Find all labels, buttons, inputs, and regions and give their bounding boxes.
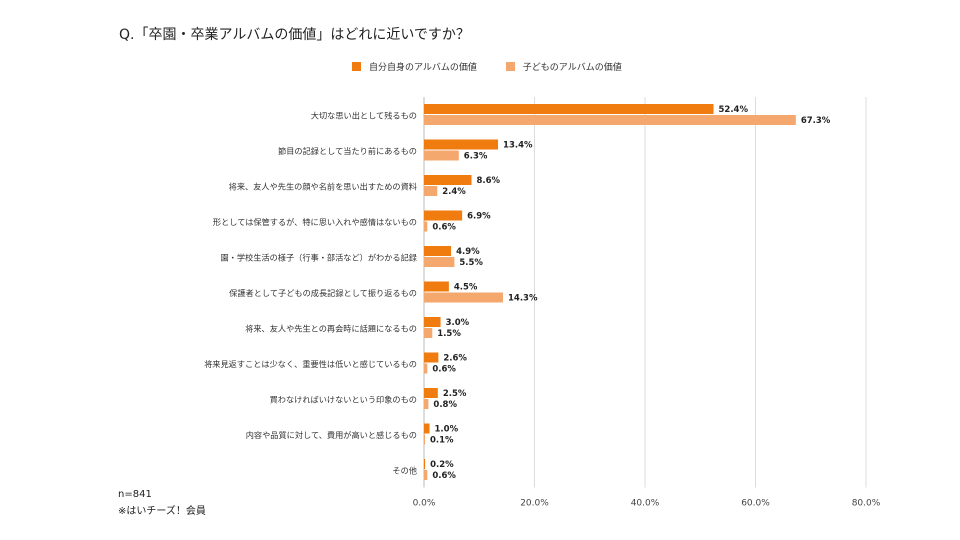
data-label-child: 5.5% xyxy=(459,258,483,268)
data-label-own: 13.4% xyxy=(503,141,533,151)
bar-child xyxy=(424,399,429,409)
data-label-child: 1.5% xyxy=(437,329,461,339)
x-tick-label: 0.0% xyxy=(413,499,436,509)
sample-size-note: n=841 xyxy=(118,489,152,500)
legend-label-own: 自分自身のアルバムの価値 xyxy=(369,63,477,73)
data-label-own: 0.2% xyxy=(430,460,454,470)
bar-child xyxy=(424,470,428,480)
legend-item-child: 子どものアルバムの価値 xyxy=(505,60,622,73)
bar-child xyxy=(424,150,459,161)
category-label: 形としては保管するが、特に思い入れや感情はないもの xyxy=(213,217,417,227)
bar-own xyxy=(424,139,499,150)
x-tick-label: 80.0% xyxy=(852,499,881,509)
bar-child xyxy=(424,186,438,196)
legend: 自分自身のアルバムの価値 子どものアルバムの価値 xyxy=(352,60,648,74)
bar-child xyxy=(424,292,504,303)
legend-item-own: 自分自身のアルバムの価値 xyxy=(352,60,477,73)
data-label-own: 4.9% xyxy=(456,247,480,257)
bar-child xyxy=(424,115,796,125)
bar-child xyxy=(424,434,425,445)
data-label-child: 0.8% xyxy=(433,400,457,410)
category-label: 将来見返すことは少なく、重要性は低いと感じているもの xyxy=(204,359,417,369)
bar-own xyxy=(424,104,714,114)
legend-swatch-child xyxy=(505,62,515,71)
bar-own xyxy=(424,246,452,256)
category-label: 将来、友人や先生の顔や名前を思い出すための資料 xyxy=(229,181,417,191)
bar-own xyxy=(424,210,463,221)
category-label: 大切な思い出として残るもの xyxy=(311,110,417,120)
data-label-own: 4.5% xyxy=(454,283,478,293)
category-label: 内容や品質に対して、費用が高いと感じるもの xyxy=(246,430,417,440)
category-label: 節目の記録として当たり前にあるもの xyxy=(278,146,417,156)
data-label-own: 2.5% xyxy=(443,389,467,399)
category-label: その他 xyxy=(392,465,417,475)
x-tick-label: 20.0% xyxy=(520,499,549,509)
legend-swatch-own xyxy=(352,62,361,71)
bar-own xyxy=(424,352,439,363)
bar-child xyxy=(424,221,428,232)
bar-child xyxy=(424,257,455,267)
data-label-own: 1.0% xyxy=(435,425,459,435)
data-label-own: 8.6% xyxy=(477,176,501,186)
category-label: 園・学校生活の様子（行事・部活など）がわかる記録 xyxy=(220,252,417,262)
bar-own xyxy=(424,459,426,469)
data-label-child: 0.6% xyxy=(432,471,456,481)
data-label-own: 3.0% xyxy=(446,318,470,328)
category-label: 将来、友人や先生との再会時に話題になるもの xyxy=(245,323,417,333)
bar-child xyxy=(424,328,433,338)
legend-label-child: 子どものアルバムの価値 xyxy=(522,63,622,73)
bar-own xyxy=(424,423,430,434)
data-label-child: 0.6% xyxy=(432,223,456,233)
data-label-child: 2.4% xyxy=(442,187,466,197)
data-label-child: 0.1% xyxy=(430,436,454,446)
data-label-child: 14.3% xyxy=(508,294,538,304)
data-label-own: 52.4% xyxy=(719,105,749,115)
source-note: ※はいチーズ！会員 xyxy=(118,506,206,517)
bar-own xyxy=(424,317,441,327)
bar-own xyxy=(424,175,472,185)
data-label-own: 6.9% xyxy=(467,212,491,222)
chart-title: Q.「卒園・卒業アルバムの価値」はどれに近いですか？ xyxy=(119,27,470,43)
bar-child xyxy=(424,363,428,374)
x-tick-label: 40.0% xyxy=(631,499,660,509)
category-label: 保護者として子どもの成長記録として振り返るもの xyxy=(229,288,417,298)
data-label-child: 6.3% xyxy=(464,152,488,162)
data-label-own: 2.6% xyxy=(443,354,467,364)
data-label-child: 0.6% xyxy=(432,365,456,375)
bar-own xyxy=(424,281,449,292)
data-label-child: 67.3% xyxy=(801,116,831,126)
x-tick-label: 60.0% xyxy=(741,499,770,509)
bar-own xyxy=(424,388,438,398)
category-label: 買わなければいけないという印象のもの xyxy=(270,394,417,404)
